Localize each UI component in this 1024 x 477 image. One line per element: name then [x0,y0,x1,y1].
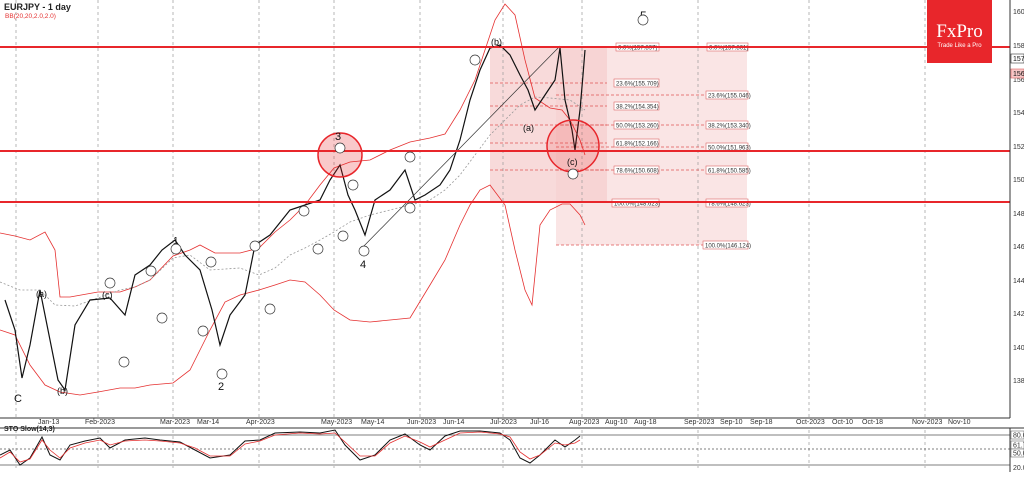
indicator-label: BB(20,20,2.0,2.0) [5,13,56,20]
svg-text:156.000: 156.000 [1013,77,1024,84]
y-axis-labels: 160.000 158.000 156.000 154.000 152.000 150… [1013,9,1024,385]
svg-text:Oct-10: Oct-10 [832,419,853,426]
svg-text:May-2023: May-2023 [321,419,352,426]
svg-text:156.282: 156.282 [1013,71,1024,78]
svg-text:(a): (a) [36,289,47,299]
svg-text:(b): (b) [491,37,502,47]
svg-text:4: 4 [360,259,366,271]
svg-text:3: 3 [335,131,341,143]
svg-text:Jul-16: Jul-16 [530,419,549,426]
svg-text:Sep-18: Sep-18 [750,419,773,426]
bb-lower [0,184,586,396]
svg-text:(c): (c) [102,290,113,300]
svg-text:158.000: 158.000 [1013,43,1024,50]
svg-text:61.78: 61.78 [1013,443,1024,450]
svg-text:61.8%(152.166): 61.8%(152.166) [616,142,659,148]
svg-text:Feb-2023: Feb-2023 [85,419,115,426]
svg-text:144.000: 144.000 [1013,278,1024,285]
stochastic-label: STO Slow(14,3) [4,426,55,433]
svg-text:50.0%(151.963): 50.0%(151.963) [708,146,751,152]
svg-text:1: 1 [173,236,179,247]
svg-text:0.0%(157.801): 0.0%(157.801) [709,46,748,52]
svg-text:138.000: 138.000 [1013,378,1024,385]
svg-text:38.2%(153.340): 38.2%(153.340) [708,124,751,130]
svg-text:148.000: 148.000 [1013,211,1024,218]
svg-text:0.0%(157.897): 0.0%(157.897) [618,46,657,52]
svg-text:Sep-10: Sep-10 [720,419,743,426]
svg-text:20.00: 20.00 [1013,465,1024,472]
svg-text:78.6%(148.623): 78.6%(148.623) [708,202,751,208]
svg-text:Oct-2023: Oct-2023 [796,419,825,426]
svg-text:Sep-2023: Sep-2023 [684,419,714,426]
svg-text:100.0%(148.623): 100.0%(148.623) [614,202,660,208]
svg-text:2: 2 [218,381,224,393]
svg-text:Aug-18: Aug-18 [634,419,657,426]
stoch-d [0,431,581,463]
chart-title: EURJPY - 1 day [4,2,71,12]
svg-text:C: C [14,393,22,405]
svg-text:50.0%(153.260): 50.0%(153.260) [616,124,659,130]
svg-text:78.6%(150.608): 78.6%(150.608) [616,169,659,175]
svg-text:157.257: 157.257 [1013,56,1024,63]
logo-tagline: Trade Like a Pro [937,43,982,49]
svg-text:Oct-18: Oct-18 [862,419,883,426]
svg-text:160.000: 160.000 [1013,9,1024,16]
svg-text:Jul-2023: Jul-2023 [490,419,517,426]
bb-middle [0,96,586,307]
svg-text:150.000: 150.000 [1013,177,1024,184]
svg-text:142.000: 142.000 [1013,311,1024,318]
price-line [4,44,586,392]
svg-text:Apr-2023: Apr-2023 [246,419,275,426]
svg-text:Nov-2023: Nov-2023 [912,419,942,426]
svg-text:Mar-2023: Mar-2023 [160,419,190,426]
svg-text:(c): (c) [567,157,578,167]
svg-text:Mar-14: Mar-14 [197,419,219,426]
svg-text:(a): (a) [523,123,534,133]
svg-text:Aug-2023: Aug-2023 [569,419,599,426]
svg-text:23.6%(155.046): 23.6%(155.046) [708,94,751,100]
bb-upper [0,3,586,298]
svg-text:Nov-10: Nov-10 [948,419,971,426]
svg-text:38.2%(154.354): 38.2%(154.354) [616,105,659,111]
circle-wave-3 [317,132,363,178]
svg-text:Aug-10: Aug-10 [605,419,628,426]
svg-text:Jun-2023: Jun-2023 [407,419,436,426]
svg-text:(b): (b) [57,386,68,396]
logo-brand: FxPro [936,21,983,42]
svg-text:May-14: May-14 [361,419,384,426]
svg-text:61.8%(150.585): 61.8%(150.585) [708,169,751,175]
svg-text:Jan-13: Jan-13 [38,419,60,426]
svg-text:152.000: 152.000 [1013,144,1024,151]
fxpro-logo: FxPro Trade Like a Pro [927,0,992,63]
stoch-k [0,429,581,466]
svg-text:154.000: 154.000 [1013,110,1024,117]
svg-text:50.00: 50.00 [1013,451,1024,458]
svg-text:146.000: 146.000 [1013,244,1024,251]
svg-text:23.6%(155.709): 23.6%(155.709) [616,82,659,88]
svg-text:140.000: 140.000 [1013,345,1024,352]
svg-text:100.0%(146.124): 100.0%(146.124) [705,244,751,250]
trend-line [359,45,561,251]
svg-text:Jun-14: Jun-14 [443,419,465,426]
svg-text:80.00: 80.00 [1013,433,1024,440]
x-axis-labels: Jan-13 Feb-2023 Mar-2023 Mar-14 Apr-2023 Ma… [38,419,971,426]
